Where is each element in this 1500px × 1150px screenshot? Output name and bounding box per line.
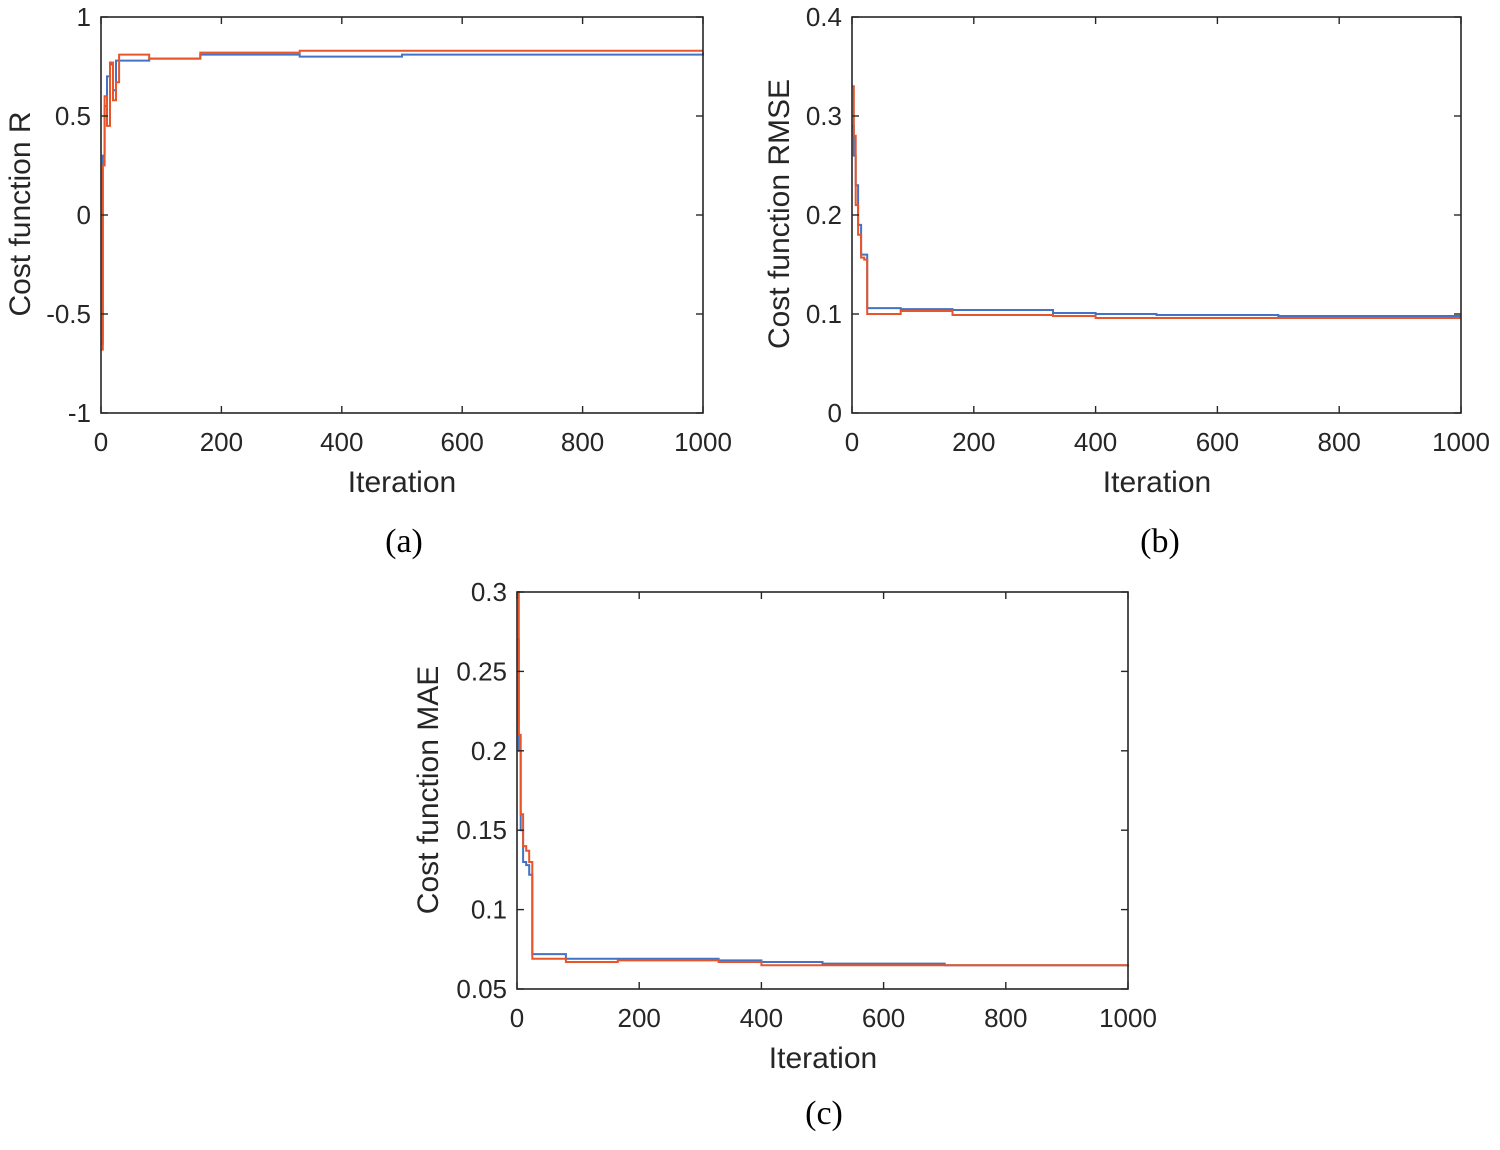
y-tick-label-b: 0.2 [806,200,842,230]
panel-caption-b: (b) [1140,523,1180,560]
axes-frame-b [851,16,1462,414]
y-tick-label-c: 0.1 [471,895,507,925]
y-tick-label-b: 0.4 [806,2,842,32]
y-tick-label-b: 0.3 [806,101,842,131]
x-tick-label-c: 200 [618,1003,661,1033]
x-tick-label-c: 400 [740,1003,783,1033]
y-axis-label-b: Cost function RMSE [763,79,796,349]
x-tick-label-b: 800 [1318,427,1361,457]
y-axis-label-c: Cost function MAE [412,666,445,914]
y-tick-label-a: 0.5 [55,101,91,131]
series-line-c-1 [517,638,1128,967]
x-tick-label-c: 800 [984,1003,1027,1033]
plot-area-a: 0 200 400 600 800 1000 -1 -0.5 0 0.5 1 [46,2,732,457]
panel-caption-c: (c) [805,1095,843,1132]
x-axis-label-b: Iteration [1103,466,1211,499]
panel-c: 0 200 400 600 800 1000 0.05 0.1 0.15 0.2 0.25 0.3 I… [412,577,1157,1132]
series-line-b-1 [852,124,1461,317]
x-tick-label-a: 400 [320,427,363,457]
x-tick-label-a: 800 [561,427,604,457]
y-tick-label-a: 1 [77,2,91,32]
y-tick-label-a: -1 [68,398,91,428]
y-tick-label-c: 0.15 [456,815,507,845]
y-tick-label-c: 0.3 [471,577,507,607]
y-tick-label-b: 0 [828,398,842,428]
x-tick-label-a: 200 [200,427,243,457]
x-tick-label-b: 0 [845,427,859,457]
y-tick-label-a: 0 [77,200,91,230]
x-tick-label-c: 600 [862,1003,905,1033]
y-tick-label-c: 0.05 [456,974,507,1004]
plot-area-b: 0 200 400 600 800 1000 0 0.1 0.2 0.3 0.4 [806,2,1490,457]
panel-b: 0 200 400 600 800 1000 0 0.1 0.2 0.3 0.4 Iteration… [763,2,1490,560]
y-tick-label-a: -0.5 [46,299,91,329]
x-tick-label-b: 200 [952,427,995,457]
x-tick-label-c: 0 [510,1003,524,1033]
series-line-a-1 [101,52,704,345]
x-tick-label-b: 400 [1074,427,1117,457]
series-line-b-2 [852,85,1461,319]
series-line-a-2 [101,49,703,351]
x-tick-label-b: 1000 [1432,427,1490,457]
x-tick-label-a: 1000 [674,427,732,457]
axes-frame-c [516,591,1129,990]
x-axis-label-a: Iteration [348,466,456,499]
y-axis-label-a: Cost function R [4,111,37,316]
panel-caption-a: (a) [385,523,423,560]
axes-frame-a [100,16,704,414]
y-tick-label-b: 0.1 [806,299,842,329]
y-tick-label-c: 0.25 [456,656,507,686]
series-line-c-2 [517,591,1129,967]
x-tick-label-a: 600 [441,427,484,457]
x-tick-label-a: 0 [94,427,108,457]
panel-a: 0 200 400 600 800 1000 -1 -0.5 0 0.5 1 Iteration C… [4,2,732,560]
x-axis-label-c: Iteration [769,1042,877,1075]
plot-area-c: 0 200 400 600 800 1000 0.05 0.1 0.15 0.2 0.25 0.3 [456,577,1157,1033]
y-tick-label-c: 0.2 [471,736,507,766]
x-tick-label-b: 600 [1196,427,1239,457]
x-tick-label-c: 1000 [1099,1003,1157,1033]
